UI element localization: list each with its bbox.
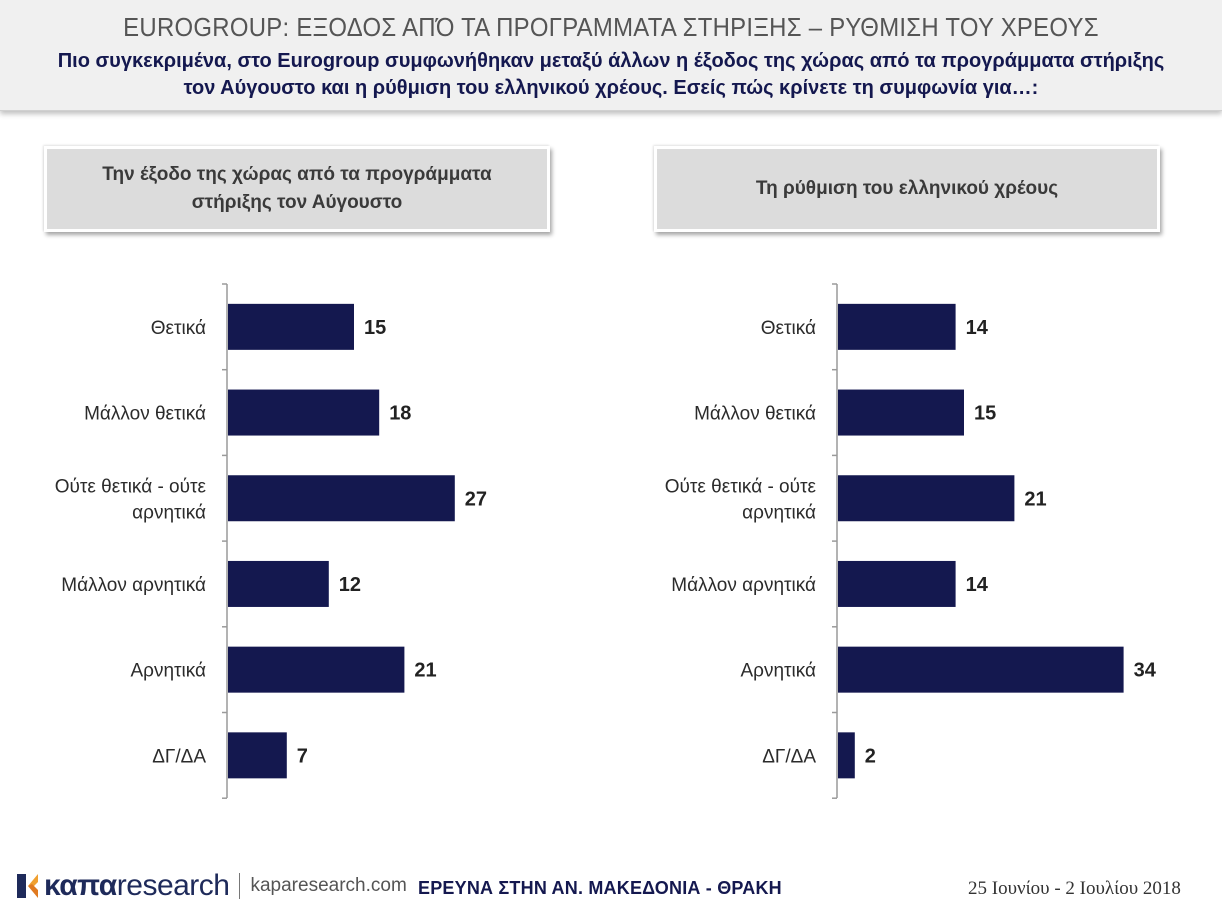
right-chart-title: Τη ρύθμιση του ελληνικού χρέους [654, 146, 1160, 232]
page-title: EUROGROUP: ΕΞΟΔΟΣ ΑΠΌ ΤΑ ΠΡΟΓΡΑΜΜΑΤΑ ΣΤΗ… [123, 12, 1099, 42]
right-chart-category-label: Αρνητικά [740, 661, 816, 682]
left-chart-value-label: 27 [465, 488, 487, 510]
right-chart-category-label: Μάλλον θετικά [694, 404, 816, 425]
left-chart-category-label: ΔΓ/ΔΑ [152, 746, 206, 767]
left-chart-value-label: 21 [414, 660, 436, 682]
left-chart-bar [228, 389, 380, 436]
right-chart-value-label: 14 [966, 317, 989, 339]
left-chart-category-label: Μάλλον αρνητικά [61, 575, 206, 596]
survey-date: 25 Ιουνίου - 2 Ιουλίου 2018 [968, 878, 1181, 899]
right-chart-bar [838, 560, 956, 607]
logo-word-kapa: καπα [44, 869, 117, 902]
right-chart-value-label: 14 [966, 574, 989, 596]
left-chart-title-line-1: Την έξοδο της χώρας από τα προγράμματα [102, 164, 492, 185]
left-chart-title-line-2: στήριξης τον Αύγουστο [191, 192, 403, 213]
website-url: kaparesearch.com [250, 875, 407, 896]
right-chart-bar [838, 389, 964, 436]
left-chart-value-label: 12 [339, 574, 361, 596]
kapa-research-logo: καπα research kaparesearch.com [14, 866, 407, 906]
logo-divider [239, 873, 241, 899]
left-chart-value-label: 15 [364, 317, 386, 339]
right-chart-bar [838, 303, 956, 350]
page-subtitle: Πιο συγκεκριμένα, στο Eurogroup συμφωνήθ… [30, 48, 1192, 102]
right-chart-title-line-1: Τη ρύθμιση του ελληνικού χρέους [755, 178, 1059, 199]
header-banner: EUROGROUP: ΕΞΟΔΟΣ ΑΠΌ ΤΑ ΠΡΟΓΡΑΜΜΑΤΑ ΣΤΗ… [0, 0, 1222, 111]
left-chart-bar [228, 732, 287, 779]
left-chart-bar [228, 646, 405, 693]
right-chart-value-label: 21 [1024, 488, 1046, 510]
left-chart-bar [228, 475, 455, 522]
right-chart-value-label: 15 [974, 403, 996, 425]
logo-mark-icon [17, 874, 38, 898]
right-chart-bar [838, 475, 1015, 522]
left-chart-category-label: Ούτε θετικά - ούτε αρνητικά [55, 476, 207, 523]
subtitle-line-2: τον Αύγουστο και η ρύθμιση του ελληνικού… [183, 77, 1039, 99]
right-chart-value-label: 34 [1134, 660, 1157, 682]
left-chart-bar [228, 560, 329, 607]
left-chart-bar [228, 303, 354, 350]
right-chart-bar [838, 646, 1124, 693]
left-chart-category-label: Θετικά [151, 318, 206, 339]
right-chart-category-label: Μάλλον αρνητικά [671, 575, 816, 596]
logo-word-research: research [116, 869, 230, 902]
left-chart-value-label: 7 [297, 745, 308, 767]
right-chart-category-label: Ούτε θετικά - ούτε αρνητικά [665, 476, 817, 523]
survey-region: ΕΡΕΥΝΑ ΣΤΗΝ ΑΝ. ΜΑΚΕΔΟΝΙΑ - ΘΡΑΚΗ [418, 878, 782, 898]
right-chart-category-label: ΔΓ/ΔΑ [762, 746, 816, 767]
left-chart-value-label: 18 [389, 403, 411, 425]
subtitle-line-1: Πιο συγκεκριμένα, στο Eurogroup συμφωνήθ… [57, 50, 1165, 72]
left-chart-title: Την έξοδο της χώρας από τα προγράμματα σ… [44, 146, 550, 232]
right-chart-bar [838, 732, 855, 779]
right-chart-category-label: Θετικά [761, 318, 816, 339]
left-chart-category-label: Αρνητικά [130, 661, 206, 682]
left-chart-category-label: Μάλλον θετικά [84, 404, 206, 425]
right-chart-value-label: 2 [865, 745, 876, 767]
